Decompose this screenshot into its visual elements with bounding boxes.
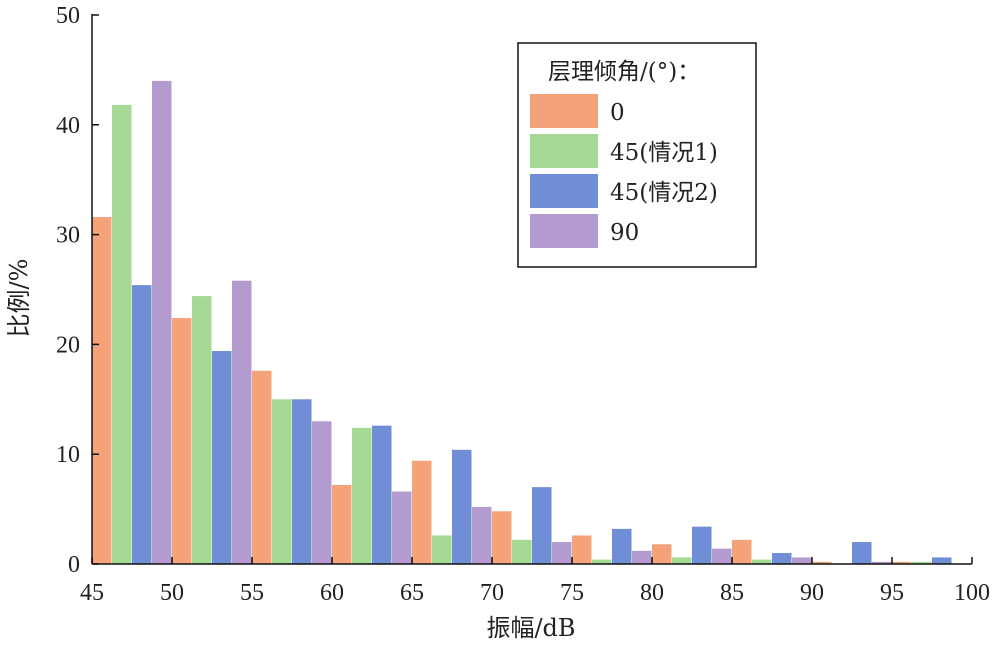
bar-45(情况1)-85-90 — [752, 559, 772, 564]
bar-45(情况2)-70-75 — [532, 487, 552, 564]
bar-90-75-80 — [632, 550, 652, 564]
legend-swatch-45(情况1) — [530, 134, 598, 168]
bar-45(情况2)-60-65 — [372, 425, 392, 564]
bar-45(情况2)-55-60 — [292, 399, 312, 564]
x-tick-label-85: 85 — [720, 580, 744, 606]
bar-45(情况1)-70-75 — [512, 539, 532, 564]
axes-group — [91, 14, 973, 565]
bar-45(情况1)-80-85 — [672, 557, 692, 564]
x-tick-label-55: 55 — [240, 580, 264, 606]
x-tick-label-70: 70 — [480, 580, 504, 606]
bar-45(情况1)-95-100 — [912, 561, 932, 564]
bar-0-80-85 — [652, 544, 672, 564]
bar-0-45-50 — [92, 217, 112, 565]
tick-labels-group: 45 50 55 60 65 70 75 80 85 90 95 100 0 10 20 30 40 50 — [56, 3, 990, 606]
bar-45(情况2)-95-100 — [932, 557, 952, 564]
bar-90-70-75 — [552, 542, 572, 564]
bar-90-55-60 — [312, 421, 332, 564]
bar-0-95-100 — [892, 561, 912, 564]
x-tick-label-50: 50 — [160, 580, 184, 606]
bar-45(情况1)-60-65 — [352, 427, 372, 564]
y-axis-title: 比例/% — [5, 259, 33, 338]
x-tick-label-90: 90 — [800, 580, 824, 606]
bars-group — [92, 80, 952, 565]
legend-swatch-45(情况2) — [530, 174, 598, 208]
y-tick-label-0: 0 — [68, 552, 80, 578]
bar-90-90-95 — [872, 561, 892, 564]
bar-45(情况2)-65-70 — [452, 449, 472, 564]
bar-45(情况1)-50-55 — [192, 296, 212, 564]
bar-0-85-90 — [732, 539, 752, 564]
x-tick-label-75: 75 — [560, 580, 584, 606]
x-tick-label-45: 45 — [80, 580, 104, 606]
bar-45(情况1)-45-50 — [112, 105, 132, 564]
bar-90-80-85 — [712, 548, 732, 564]
x-tick-label-65: 65 — [400, 580, 424, 606]
bar-45(情况2)-45-50 — [132, 285, 152, 564]
bar-45(情况2)-85-90 — [772, 553, 792, 564]
bar-0-60-65 — [332, 484, 352, 564]
y-tick-label-50: 50 — [56, 3, 80, 29]
y-tick-label-10: 10 — [56, 442, 80, 468]
bar-45(情况2)-50-55 — [212, 350, 232, 564]
bar-45(情况2)-90-95 — [852, 542, 872, 564]
legend-label-0: 0 — [610, 100, 625, 126]
x-tick-label-100: 100 — [954, 580, 990, 606]
y-tick-label-40: 40 — [56, 113, 80, 139]
bar-90-45-50 — [152, 80, 172, 564]
bar-45(情况1)-75-80 — [592, 559, 612, 564]
y-tick-label-20: 20 — [56, 332, 80, 358]
bar-90-60-65 — [392, 491, 412, 564]
bar-0-50-55 — [172, 318, 192, 564]
legend: 层理倾角/(°)： 0 45(情况1) 45(情况2) 90 — [517, 42, 757, 268]
bar-0-55-60 — [252, 370, 272, 564]
bar-0-75-80 — [572, 535, 592, 564]
bar-45(情况1)-55-60 — [272, 399, 292, 564]
legend-title: 层理倾角/(°)： — [548, 59, 700, 85]
x-axis-title: 振幅/dB — [486, 614, 575, 642]
legend-label-45(情况2): 45(情况2) — [610, 180, 718, 206]
bar-45(情况1)-65-70 — [432, 535, 452, 564]
legend-swatch-0 — [530, 94, 598, 128]
legend-swatch-90 — [530, 214, 598, 248]
bar-90-65-70 — [472, 506, 492, 564]
x-tick-label-95: 95 — [880, 580, 904, 606]
legend-label-45(情况1): 45(情况1) — [610, 140, 718, 166]
x-tick-label-60: 60 — [320, 580, 344, 606]
x-tick-label-80: 80 — [640, 580, 664, 606]
bar-90-85-90 — [792, 557, 812, 564]
legend-items: 0 45(情况1) 45(情况2) 90 — [530, 94, 718, 248]
bar-45(情况2)-75-80 — [612, 528, 632, 564]
legend-label-90: 90 — [610, 220, 639, 246]
y-tick-label-30: 30 — [56, 223, 80, 249]
bar-90-50-55 — [232, 280, 252, 564]
bar-0-90-95 — [812, 561, 832, 564]
bar-45(情况2)-80-85 — [692, 526, 712, 564]
bar-0-70-75 — [492, 511, 512, 564]
bar-0-65-70 — [412, 460, 432, 564]
